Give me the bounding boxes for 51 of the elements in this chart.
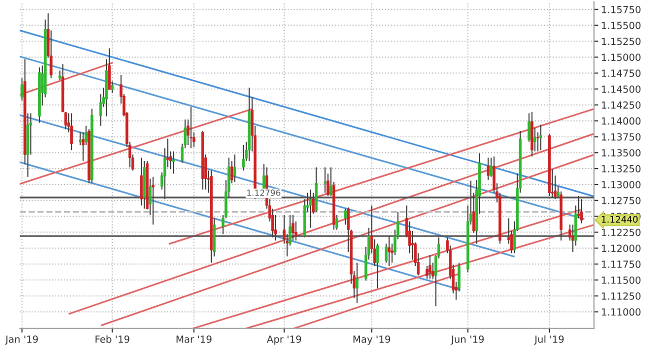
candlestick [580, 198, 583, 224]
candlestick [490, 157, 493, 178]
y-tick-label: 1.12000 [602, 244, 641, 252]
candlestick [309, 189, 312, 228]
x-tick-label: Jun '19 [450, 335, 484, 345]
candlestick [376, 243, 379, 289]
candlestick [533, 127, 536, 152]
y-tick-label: 1.13750 [602, 133, 641, 141]
y-tick-label: 1.12250 [602, 228, 641, 236]
candlestick [242, 144, 245, 172]
x-tick-label: May '19 [354, 335, 390, 345]
candlestick [324, 166, 326, 194]
candlestick [577, 195, 580, 219]
candlestick [528, 112, 530, 142]
y-tick-label: 1.15250 [602, 38, 641, 46]
candlestick [344, 208, 347, 226]
y-tick-label: 1.11250 [602, 292, 641, 300]
y-tick-label: 1.14000 [602, 117, 641, 125]
y-tick-label: 1.14750 [602, 70, 641, 77]
candlestick [292, 214, 294, 242]
candlestick [233, 154, 236, 182]
x-tick-label: Apr '19 [266, 335, 302, 345]
x-tick-label: Feb '19 [96, 335, 130, 343]
candlestick [110, 80, 114, 94]
candlestick [20, 78, 24, 102]
y-tick-label: 1.13250 [602, 165, 641, 172]
candlestick [190, 106, 192, 149]
y-tick-label: 1.11750 [602, 260, 641, 268]
ref-line-label: 1.12796 [247, 190, 280, 196]
y-tick-label: 1.15750 [602, 6, 641, 14]
candlestick [356, 262, 358, 304]
y-tick-label: 1.15000 [602, 54, 641, 61]
candlestick [70, 112, 73, 151]
candlestick [486, 157, 490, 181]
x-tick-label: Jan '19 [4, 335, 38, 345]
y-tick-label: 1.12750 [602, 196, 641, 204]
candlestick [140, 157, 143, 206]
candlestick [539, 124, 542, 151]
y-tick-label: 1.15500 [602, 22, 641, 30]
y-tick-label: 1.11000 [602, 308, 641, 316]
y-tick-label: 1.13500 [602, 149, 641, 156]
candlestick [388, 236, 391, 267]
x-tick-label: Jul '19 [534, 335, 564, 345]
y-tick-label: 1.14250 [602, 101, 641, 109]
candlestick [428, 254, 432, 280]
candlestick [152, 176, 154, 226]
y-tick-label: 1.11500 [602, 276, 641, 284]
x-tick-label: Mar '19 [176, 335, 212, 343]
y-tick-label: 1.14500 [602, 85, 641, 93]
candlestick [172, 150, 175, 174]
y-tick-label: 1.13000 [602, 180, 641, 188]
